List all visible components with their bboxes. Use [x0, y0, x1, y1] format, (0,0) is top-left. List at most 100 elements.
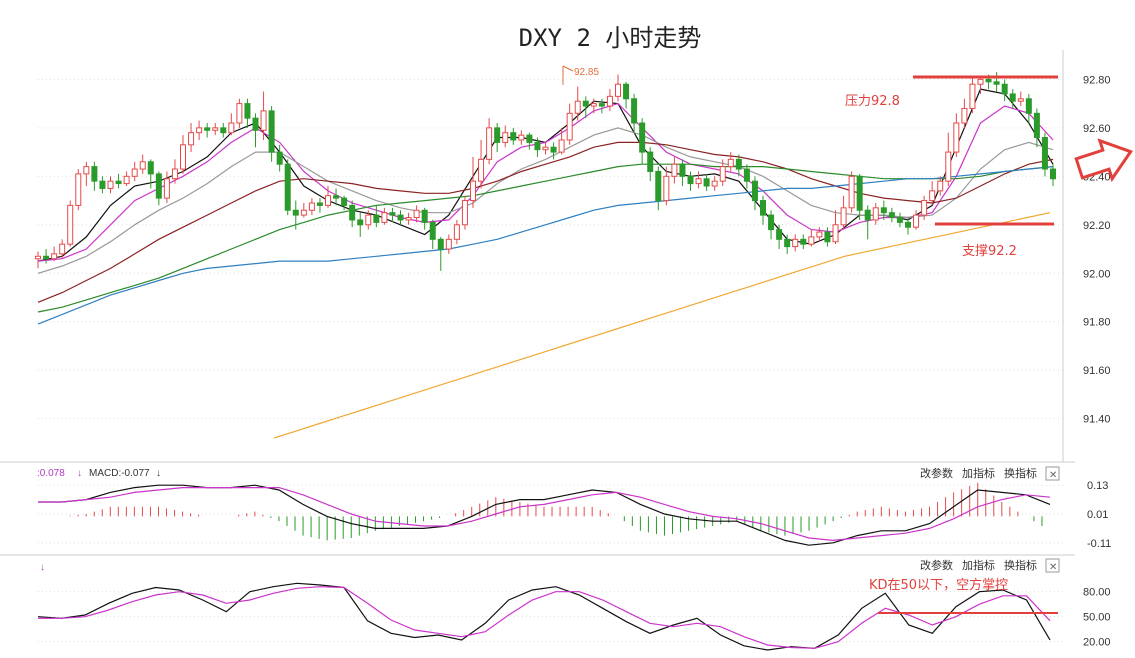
bull-candle: [921, 195, 928, 220]
candle-body: [848, 175, 855, 209]
bull-candle: [196, 120, 203, 140]
bull-candle: [308, 198, 315, 216]
candle-body: [99, 180, 106, 189]
candle-body: [598, 103, 605, 107]
macd-close-button[interactable]: [1045, 466, 1060, 481]
bull-candle: [67, 200, 74, 247]
candle-body: [171, 168, 178, 180]
candle-body: [510, 132, 517, 141]
candle-body: [397, 214, 404, 221]
candle-body: [905, 221, 911, 228]
kd-tool-change-params[interactable]: 改参数: [920, 558, 953, 572]
bull-candle: [574, 86, 581, 121]
bull-candle: [1017, 91, 1024, 107]
kd-tick-label: 20.00: [1083, 637, 1111, 649]
bull-candle: [405, 212, 412, 225]
macd-arrow-b: ↓: [156, 468, 161, 479]
candle-body: [574, 100, 581, 114]
bull-candle: [663, 166, 670, 206]
candle-body: [768, 214, 775, 231]
bear-candle: [993, 72, 1000, 92]
price-tick-label: 91.80: [1083, 317, 1111, 329]
bear-candle: [751, 176, 758, 211]
bear-candle: [679, 159, 686, 187]
kd-tick-label: 80.00: [1083, 587, 1111, 599]
candle-body: [494, 127, 501, 143]
candle-body: [381, 212, 388, 223]
candle-body: [139, 161, 146, 170]
moving-average-line: [37, 166, 1054, 325]
kd-close-button[interactable]: [1045, 558, 1060, 573]
macd-histogram: [69, 482, 1043, 541]
bull-candle: [228, 113, 235, 136]
bull-candle: [75, 169, 82, 211]
candle-body: [470, 180, 476, 202]
bear-candle: [550, 142, 557, 160]
bear-candle: [437, 236, 444, 271]
macd-y-ticks: 0.13 0.01 -0.11: [1087, 480, 1111, 550]
candle-body: [316, 202, 323, 206]
bear-candle: [582, 96, 589, 119]
candle-body: [413, 209, 420, 219]
macd-tool-add-indicator[interactable]: 加指标: [962, 466, 995, 480]
bear-candle: [743, 164, 750, 189]
macd-tool-switch-indicator[interactable]: 换指标: [1004, 466, 1037, 480]
bear-candle: [703, 173, 710, 191]
candle-body: [550, 146, 557, 153]
candle-body: [51, 253, 58, 260]
candle-body: [671, 163, 678, 177]
candle-body: [792, 238, 799, 248]
candle-body: [461, 200, 468, 226]
bull-candle: [615, 74, 621, 102]
candle-body: [695, 178, 702, 185]
candle-body: [115, 180, 122, 185]
bear-candle: [880, 200, 887, 220]
candle-body: [647, 151, 654, 172]
macd-tool-change-params[interactable]: 改参数: [920, 466, 953, 480]
bear-candle: [429, 219, 436, 250]
candle-body: [663, 175, 670, 202]
resistance-label: 压力92.8: [845, 94, 900, 109]
candle-body: [961, 107, 968, 124]
chart-title: DXY 2 小时走势: [519, 24, 702, 52]
bull-candle: [51, 246, 58, 262]
bull-candle: [445, 234, 452, 254]
bear-candle: [526, 132, 533, 150]
bear-candle: [1025, 93, 1032, 124]
price-tick-label: 92.00: [1083, 268, 1111, 280]
bull-candle: [260, 91, 267, 140]
candle-body: [518, 134, 525, 141]
candle-body: [252, 117, 259, 131]
candle-body: [292, 209, 299, 216]
bear-candle: [735, 154, 742, 177]
candle-body: [163, 178, 170, 199]
kd-tool-switch-indicator[interactable]: 换指标: [1004, 558, 1037, 572]
bull-candle: [180, 135, 186, 174]
moving-average-line: [37, 163, 1054, 313]
candle-body: [131, 168, 138, 177]
candle-body: [913, 214, 920, 228]
kd-tool-add-indicator[interactable]: 加指标: [962, 558, 995, 572]
bear-candle: [864, 205, 871, 240]
bull-candle: [695, 171, 702, 189]
bull-candle: [848, 171, 855, 213]
bear-candle: [373, 205, 380, 228]
bear-candle: [99, 176, 106, 194]
bull-candle: [816, 227, 823, 242]
bear-candle: [800, 234, 807, 250]
bull-candle: [832, 210, 839, 245]
kd-close-icon[interactable]: ✕: [1049, 562, 1057, 573]
candle-body: [107, 180, 114, 189]
candle-body: [896, 217, 903, 223]
macd-grid: [38, 484, 1063, 544]
bull-candle: [719, 159, 726, 187]
bull-candle: [913, 210, 920, 230]
bull-candle: [953, 113, 960, 157]
bear-candle: [655, 166, 662, 211]
macd-close-icon[interactable]: ✕: [1049, 470, 1057, 481]
bear-candle: [147, 159, 154, 189]
support-label: 支撑92.2: [962, 244, 1017, 259]
candle-body: [784, 238, 791, 248]
kd-panel: ↓ 80.00 50.00 20.00 改参数 加指标 换指标 ✕ KD在50以下，…: [37, 558, 1111, 651]
candle-body: [486, 127, 493, 160]
